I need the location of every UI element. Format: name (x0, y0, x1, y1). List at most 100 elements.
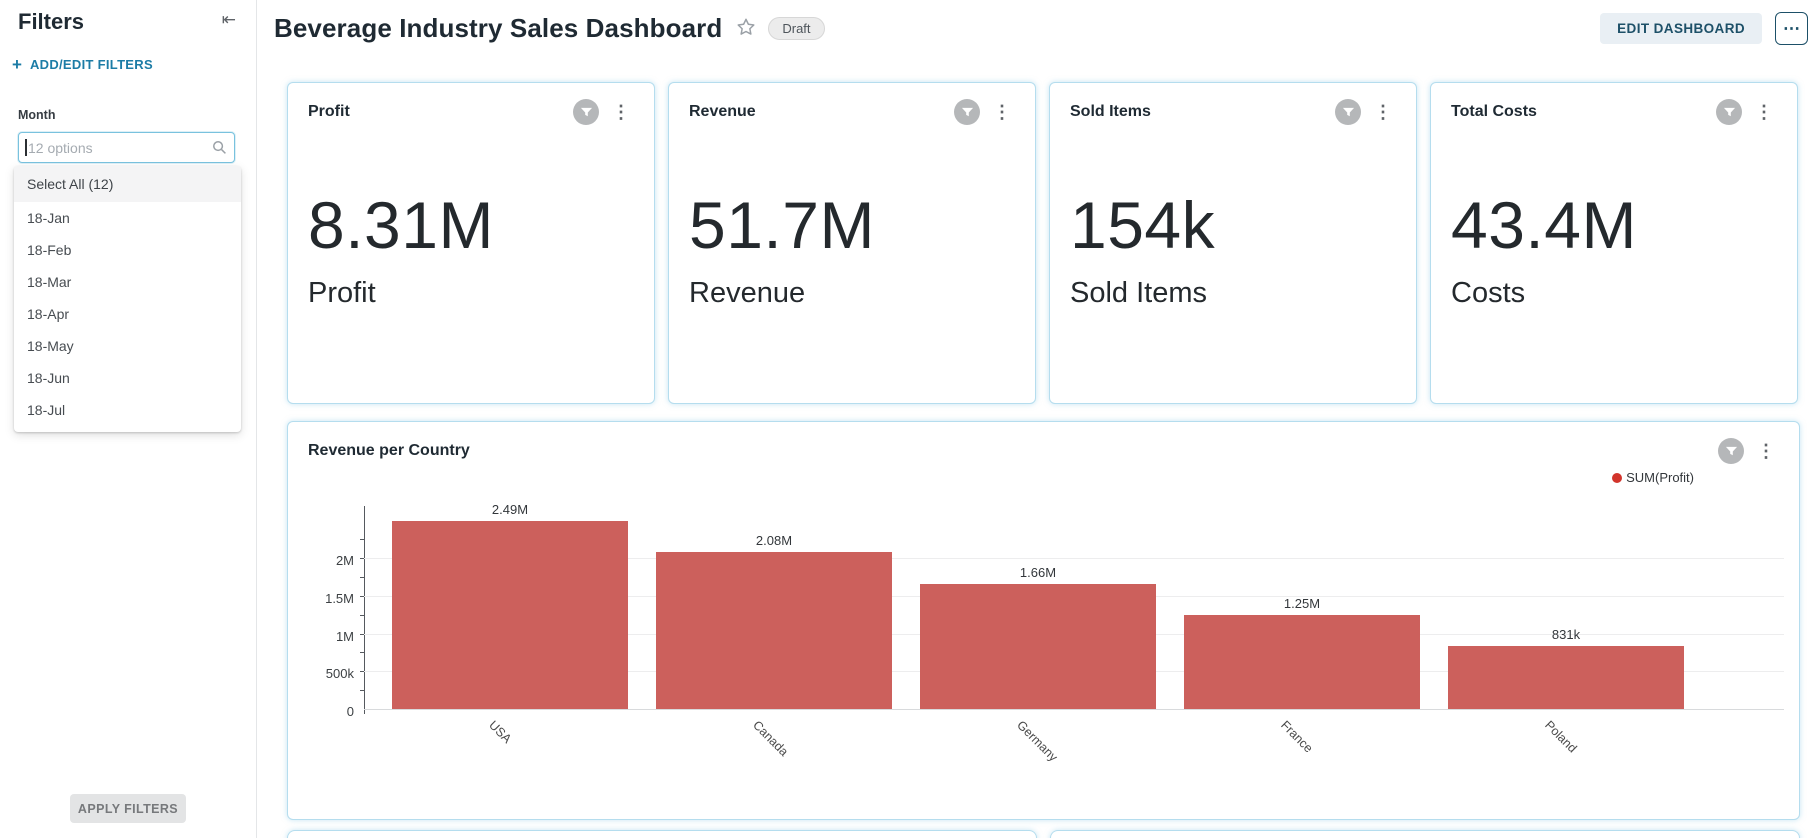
widget-filter-icon[interactable] (573, 99, 599, 125)
y-axis-line (364, 506, 365, 714)
widget-filter-icon[interactable] (1718, 438, 1744, 464)
revenue-per-country-chart-card: Revenue per Country ⋮ SUM(Profit) 0 500k 1… (287, 421, 1800, 820)
partial-widget-card (287, 830, 1037, 838)
more-options-icon[interactable]: ⋯ (1775, 11, 1808, 45)
widget-filter-icon[interactable] (954, 99, 980, 125)
kebab-menu-icon[interactable]: ⋮ (1374, 102, 1392, 122)
gridline (364, 558, 1784, 559)
kpi-card-total-costs: Total Costs ⋮ 43.4M Costs (1430, 82, 1798, 404)
kpi-card-sold-items: Sold Items ⋮ 154k Sold Items (1049, 82, 1417, 404)
y-axis-tick-label: 0 (346, 704, 354, 719)
month-option[interactable]: 18-Apr (27, 306, 70, 322)
y-axis-tick-label: 1M (335, 628, 354, 644)
bar-france[interactable] (1184, 614, 1420, 709)
kpi-card-profit: Profit ⋮ 8.31M Profit (287, 82, 655, 404)
dashboard-main: Beverage Industry Sales Dashboard Draft … (257, 0, 1817, 838)
axis-tick-mark (360, 671, 364, 673)
kpi-label: Costs (1451, 277, 1526, 309)
chart-title: Revenue per Country (308, 442, 470, 459)
kpi-value: 51.7M (689, 188, 875, 262)
x-axis-label: Poland (1542, 718, 1580, 756)
month-option[interactable]: 18-Jan (27, 210, 70, 226)
filters-title: Filters (18, 9, 85, 34)
widget-filter-icon[interactable] (1335, 99, 1361, 125)
bar-canada[interactable] (656, 551, 892, 709)
text-cursor (25, 139, 27, 156)
axis-tick-mark (360, 690, 364, 692)
kebab-menu-icon[interactable]: ⋮ (1755, 102, 1773, 122)
kebab-menu-icon[interactable]: ⋮ (993, 102, 1011, 122)
dashboard-topbar: Beverage Industry Sales Dashboard Draft … (257, 0, 1817, 56)
kpi-value: 43.4M (1451, 188, 1637, 262)
add-edit-filters-button[interactable]: + ADD/EDIT FILTERS (12, 54, 256, 74)
card-header: Total Costs ⋮ (1431, 83, 1797, 125)
month-option[interactable]: 18-Mar (27, 274, 72, 290)
collapse-sidebar-icon[interactable]: ⇤ (221, 10, 236, 29)
bar-value-label: 831k (1551, 627, 1581, 643)
x-axis-label: Germany (1014, 718, 1061, 765)
x-axis-baseline (364, 709, 1784, 710)
card-title: Revenue (689, 103, 756, 120)
kpi-label: Revenue (689, 277, 806, 309)
card-title: Profit (308, 103, 350, 120)
kebab-menu-icon[interactable]: ⋮ (612, 102, 630, 122)
axis-tick-mark (360, 558, 364, 559)
y-axis-tick-label: 2M (335, 553, 354, 568)
month-search-input[interactable] (18, 132, 235, 163)
month-options-dropdown: Select All (12) 18-Jan 18-Feb 18-Mar 18-… (14, 166, 241, 432)
card-title: Total Costs (1451, 103, 1537, 120)
add-edit-filters-label: ADD/EDIT FILTERS (29, 57, 153, 72)
month-option[interactable]: 18-May (27, 338, 74, 354)
x-axis-label: USA (486, 718, 515, 747)
month-option[interactable]: 18-Jun (27, 370, 70, 386)
kpi-value: 154k (1070, 188, 1216, 262)
x-axis-label: France (1278, 718, 1316, 756)
bar-poland[interactable] (1448, 646, 1684, 709)
card-header: Sold Items ⋮ (1050, 83, 1416, 125)
kpi-row: Profit ⋮ 8.31M Profit Revenue (287, 82, 1800, 404)
kebab-menu-icon[interactable]: ⋮ (1757, 441, 1775, 461)
bar-value-label: 1.25M (1283, 595, 1321, 611)
bar-germany[interactable] (920, 583, 1156, 709)
search-icon (213, 141, 226, 154)
bar-value-label: 1.66M (1019, 564, 1057, 580)
axis-tick-mark (360, 595, 364, 597)
card-header: Revenue ⋮ (669, 83, 1035, 125)
dashboard-content: Profit ⋮ 8.31M Profit Revenue (257, 56, 1817, 838)
widget-filter-icon[interactable] (1716, 99, 1742, 125)
kpi-value: 8.31M (308, 188, 494, 262)
card-icons: ⋮ (954, 99, 1013, 125)
card-icons: ⋮ (1335, 99, 1394, 125)
bar-value-label: 2.49M (491, 502, 529, 518)
card-icons: ⋮ (1716, 99, 1775, 125)
filters-sidebar: Filters ⇤ + ADD/EDIT FILTERS Month Selec… (0, 0, 257, 838)
axis-tick-mark (360, 633, 364, 635)
x-axis-label: Canada (750, 718, 791, 759)
axis-tick-mark (360, 539, 364, 541)
y-axis-tick-label: 500k (325, 666, 354, 682)
legend-dot (1612, 472, 1623, 483)
status-badge: Draft (768, 16, 825, 40)
month-option[interactable]: 18-Feb (27, 242, 72, 258)
bar-usa[interactable] (392, 521, 628, 709)
axis-tick-mark (360, 614, 364, 616)
edit-dashboard-button[interactable]: EDIT DASHBOARD (1600, 12, 1762, 44)
favorite-star-icon[interactable] (734, 16, 758, 40)
plus-icon: + (12, 54, 22, 74)
card-icons: ⋮ (1718, 438, 1777, 464)
card-icons: ⋮ (573, 99, 632, 125)
axis-tick-mark (360, 652, 364, 654)
apply-filters-button[interactable]: APPLY FILTERS (70, 794, 186, 823)
legend-item[interactable]: SUM(Profit) (1612, 470, 1694, 485)
kpi-card-revenue: Revenue ⋮ 51.7M Revenue (668, 82, 1036, 404)
partial-widget-card (1050, 830, 1800, 838)
month-filter-label: Month (18, 108, 56, 122)
axis-tick-mark (360, 576, 364, 578)
select-all-option[interactable]: Select All (12) (14, 166, 241, 202)
kpi-label: Profit (308, 277, 376, 309)
card-header: Profit ⋮ (288, 83, 654, 125)
bar-value-label: 2.08M (755, 532, 793, 548)
month-option[interactable]: 18-Jul (27, 402, 66, 418)
y-axis-tick-label: 1.5M (325, 590, 354, 606)
kpi-label: Sold Items (1070, 277, 1207, 309)
